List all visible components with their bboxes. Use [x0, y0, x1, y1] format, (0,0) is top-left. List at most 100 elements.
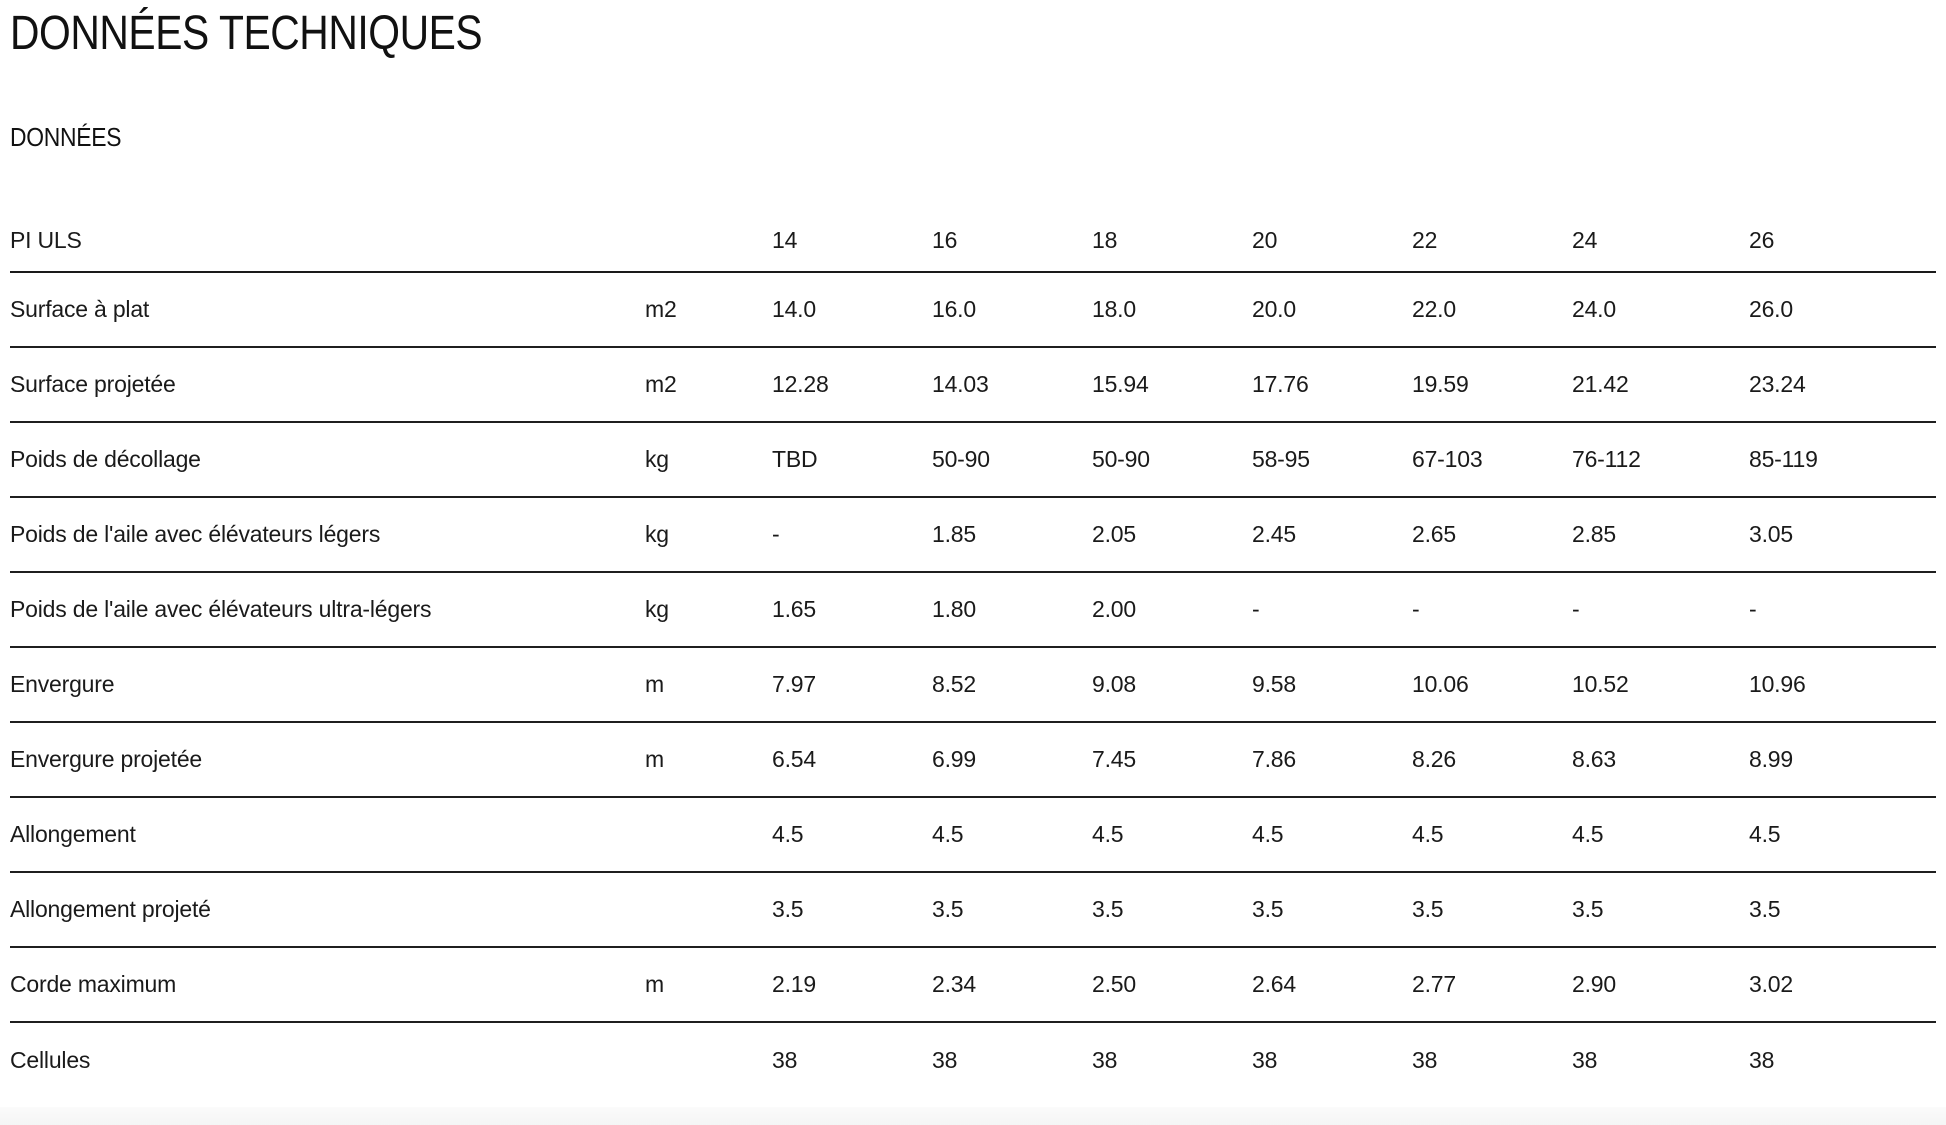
spec-value: 26.0 [1749, 272, 1936, 348]
spec-value: 2.64 [1252, 947, 1412, 1023]
spec-value: - [1412, 572, 1572, 648]
spec-value: 14.03 [932, 347, 1092, 423]
spec-value: 18.0 [1092, 272, 1252, 348]
spec-value: 4.5 [1092, 797, 1252, 873]
spec-unit: m2 [645, 272, 772, 348]
spec-value: 38 [1092, 1046, 1118, 1073]
spec-label: Envergure [10, 647, 645, 723]
spec-value: 4.5 [1749, 797, 1936, 873]
spec-value: 76-112 [1572, 422, 1749, 498]
spec-unit: m [645, 947, 772, 1023]
specs-table: PI ULS 14 16 18 20 22 24 26 Surface à plat m2 14… [10, 210, 1936, 1097]
spec-value: 6.54 [772, 722, 932, 798]
page-title: DONNÉES TECHNIQUES [10, 7, 483, 60]
table-row: Surface à plat m2 14.0 16.0 18.0 20.0 22.0 24.0… [10, 272, 1936, 348]
spec-unit: kg [645, 497, 772, 573]
spec-value: 85-119 [1749, 422, 1936, 498]
spec-value: 4.5 [772, 797, 932, 873]
spec-value: 24.0 [1572, 272, 1749, 348]
spec-value: 1.80 [932, 572, 1092, 648]
table-row: Surface projetée m2 12.28 14.03 15.94 17.76 19… [10, 347, 1936, 423]
spec-value: 38 [932, 1046, 958, 1073]
spec-value: 9.58 [1252, 647, 1412, 723]
spec-value: 20.0 [1252, 272, 1412, 348]
section-subtitle: DONNÉES [10, 122, 122, 152]
spec-value: 38 [1252, 1046, 1278, 1073]
spec-value: 3.5 [1572, 872, 1749, 948]
spec-unit: m [645, 647, 772, 723]
spec-label: Allongement projeté [10, 872, 645, 948]
spec-value: 17.76 [1252, 347, 1412, 423]
spec-value: - [1749, 572, 1936, 648]
spec-label: Allongement [10, 797, 645, 873]
spec-value: 7.97 [772, 647, 932, 723]
spec-value: 3.05 [1749, 497, 1936, 573]
spec-value: 1.65 [772, 572, 932, 648]
size-column-header: 26 [1749, 210, 1936, 273]
spec-value: 38 [772, 1046, 798, 1073]
size-column-header: 14 [772, 210, 932, 273]
spec-value: 3.5 [1749, 872, 1936, 948]
spec-value: 10.96 [1749, 647, 1936, 723]
spec-unit: kg [645, 572, 772, 648]
spec-value: TBD [772, 422, 932, 498]
spec-value: 4.5 [1252, 797, 1412, 873]
spec-value: 58-95 [1252, 422, 1412, 498]
spec-value: 3.5 [1412, 872, 1572, 948]
spec-value: 12.28 [772, 347, 932, 423]
spec-value: 2.65 [1412, 497, 1572, 573]
spec-value: 3.5 [1252, 872, 1412, 948]
table-row: Allongement projeté 3.5 3.5 3.5 3.5 3.5 3.5 3.5 [10, 872, 1936, 948]
spec-value: 6.99 [932, 722, 1092, 798]
spec-label: Corde maximum [10, 947, 645, 1023]
spec-value: 7.45 [1092, 722, 1252, 798]
spec-value: 50-90 [932, 422, 1092, 498]
spec-value: 21.42 [1572, 347, 1749, 423]
spec-value: 38 [1412, 1046, 1438, 1073]
size-column-header: 22 [1412, 210, 1572, 273]
table-row: Poids de décollage kg TBD 50-90 50-90 58-95 67… [10, 422, 1936, 498]
spec-value: 3.5 [932, 872, 1092, 948]
size-column-header: 20 [1252, 210, 1412, 273]
spec-value: 2.77 [1412, 947, 1572, 1023]
section-divider-band [0, 1107, 1946, 1125]
spec-value: 2.05 [1092, 497, 1252, 573]
spec-unit [645, 1022, 772, 1097]
spec-value: - [1572, 572, 1749, 648]
size-column-header: 16 [932, 210, 1092, 273]
spec-value: 67-103 [1412, 422, 1572, 498]
unit-column-header [645, 210, 772, 273]
spec-value: 9.08 [1092, 647, 1252, 723]
spec-value: 22.0 [1412, 272, 1572, 348]
table-row: Poids de l'aile avec élévateurs ultra-lé… [10, 572, 1936, 648]
spec-value: - [1252, 572, 1412, 648]
spec-value: 10.52 [1572, 647, 1749, 723]
spec-value: 19.59 [1412, 347, 1572, 423]
spec-value: 8.26 [1412, 722, 1572, 798]
spec-unit [645, 872, 772, 948]
spec-unit: m [645, 722, 772, 798]
spec-value: 4.5 [1572, 797, 1749, 873]
spec-value: 8.99 [1749, 722, 1936, 798]
table-row: Cellules 38 38 38 38 38 38 38 [10, 1022, 1936, 1097]
spec-value: 2.90 [1572, 947, 1749, 1023]
spec-value: 2.50 [1092, 947, 1252, 1023]
table-row: Corde maximum m 2.19 2.34 2.50 2.64 2.77 2.90 3.… [10, 947, 1936, 1023]
spec-value: 2.34 [932, 947, 1092, 1023]
size-column-header: 18 [1092, 210, 1252, 273]
spec-value: 15.94 [1092, 347, 1252, 423]
spec-value: 7.86 [1252, 722, 1412, 798]
spec-label: Poids de décollage [10, 422, 645, 498]
spec-unit: kg [645, 422, 772, 498]
size-column-header: 24 [1572, 210, 1749, 273]
spec-value: 8.63 [1572, 722, 1749, 798]
spec-value: 2.00 [1092, 572, 1252, 648]
spec-value: 23.24 [1749, 347, 1936, 423]
spec-label: Surface projetée [10, 347, 645, 423]
spec-value: 3.5 [1092, 872, 1252, 948]
spec-unit: m2 [645, 347, 772, 423]
spec-value: 38 [1749, 1046, 1775, 1073]
spec-value: 4.5 [932, 797, 1092, 873]
spec-value: 8.52 [932, 647, 1092, 723]
spec-value: 2.45 [1252, 497, 1412, 573]
